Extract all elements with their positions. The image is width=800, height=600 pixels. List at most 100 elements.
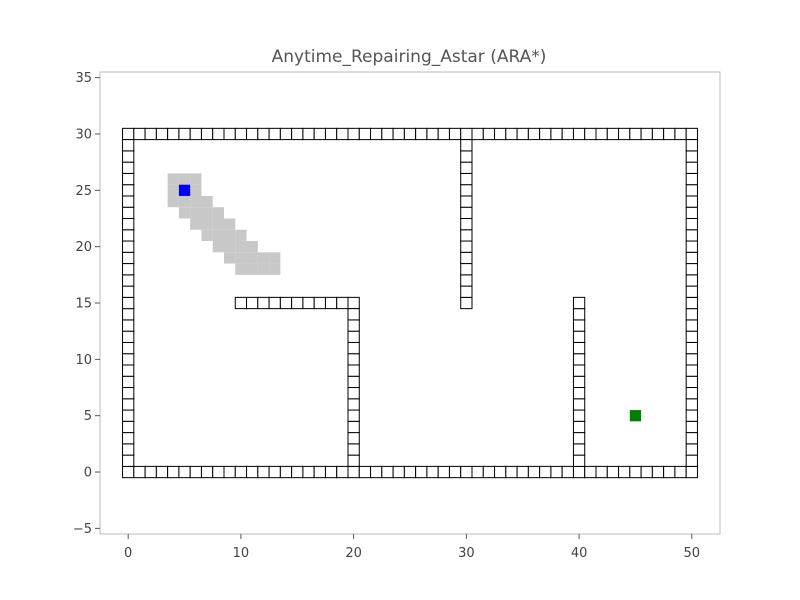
obstacle-cell [212, 127, 225, 141]
obstacle-cell [448, 127, 462, 141]
obstacle-cell [347, 353, 360, 366]
obstacle-cell [460, 150, 473, 163]
obstacle-cell [685, 319, 698, 332]
obstacle-cell [324, 465, 338, 479]
obstacle-cell [234, 127, 248, 141]
obstacle-cell [347, 387, 360, 400]
obstacle-cell [144, 465, 157, 479]
obstacle-cell [347, 341, 360, 355]
obstacle-cell [527, 127, 541, 141]
visited-cell [201, 207, 213, 219]
visited-cell [212, 207, 224, 219]
obstacle-cell [167, 127, 180, 141]
obstacle-cell [347, 330, 360, 343]
obstacle-cell [381, 465, 394, 479]
obstacle-cell [167, 465, 180, 479]
obstacle-cell [122, 353, 135, 366]
obstacle-cell [460, 161, 473, 174]
obstacle-cell [122, 150, 135, 163]
obstacle-cell [460, 206, 473, 219]
obstacle-cell [685, 274, 698, 287]
visited-cell [235, 229, 247, 242]
obstacle-cell [685, 443, 698, 456]
obstacle-cell [685, 195, 698, 208]
obstacle-cell [618, 127, 631, 141]
obstacle-cell [685, 139, 698, 152]
obstacle-cell [155, 127, 169, 141]
obstacle-cell [122, 308, 135, 321]
obstacle-cell [302, 127, 315, 141]
start-goal-markers [178, 184, 642, 422]
obstacle-cell [313, 465, 326, 479]
obstacle-cell [685, 285, 698, 298]
obstacle-cell [347, 409, 360, 422]
obstacle-cell [268, 127, 281, 141]
obstacle-cell [246, 127, 259, 141]
obstacle-cell [482, 465, 496, 479]
y-tick-label: 25 [75, 184, 92, 199]
obstacle-cell [460, 195, 473, 208]
obstacle-cell [685, 217, 698, 231]
obstacle-cell [539, 127, 552, 141]
obstacle-cell [572, 375, 586, 389]
obstacle-cell [291, 296, 304, 310]
visited-cell [212, 218, 224, 230]
obstacle-cell [685, 420, 698, 434]
obstacle-cell [347, 443, 360, 456]
obstacle-cell [122, 217, 135, 231]
obstacle-cell [629, 127, 642, 141]
obstacle-cell [674, 465, 687, 479]
obstacle-cell [572, 341, 586, 355]
visited-cell [269, 252, 281, 264]
obstacle-cell [313, 127, 326, 141]
obstacle-cell [685, 409, 698, 422]
visited-cell [224, 218, 236, 230]
obstacle-cell [539, 465, 552, 479]
obstacle-cell [178, 127, 191, 141]
obstacle-cell [685, 398, 698, 411]
obstacle-cell [178, 465, 191, 479]
obstacle-cell [122, 296, 135, 310]
obstacle-cell [460, 229, 473, 242]
obstacle-cell [572, 296, 586, 310]
obstacle-cell [505, 465, 518, 479]
obstacle-cell [223, 127, 236, 141]
obstacle-cell [460, 217, 473, 231]
obstacle-cell [685, 432, 698, 445]
y-tick-label: 0 [84, 466, 92, 481]
obstacle-cell [606, 127, 620, 141]
obstacle-cell [223, 465, 236, 479]
visited-cell [235, 241, 247, 253]
start-marker [178, 184, 191, 196]
obstacle-cell [279, 296, 293, 310]
x-tick-label: 10 [233, 546, 250, 561]
obstacle-cell [122, 206, 135, 219]
obstacle-cell [415, 127, 428, 141]
obstacle-cell [313, 296, 326, 310]
visited-cell [224, 241, 236, 253]
obstacle-cell [370, 127, 383, 141]
obstacle-cell [347, 296, 360, 310]
obstacle-cell [279, 127, 293, 141]
obstacle-cell [122, 319, 135, 332]
obstacle-cell [336, 127, 349, 141]
x-tick-label: 40 [571, 546, 588, 561]
y-tick-label: 15 [75, 297, 92, 312]
visited-cell [269, 263, 281, 275]
axes: 0 10 20 30 40 50 −5 0 5 10 15 20 25 30 35 [73, 71, 700, 561]
obstacle-cell [268, 465, 281, 479]
obstacle-cell [268, 296, 281, 310]
obstacle-cell [572, 432, 586, 445]
obstacle-cell [685, 375, 698, 389]
obstacle-cell [685, 127, 698, 141]
obstacle-cell [189, 465, 202, 479]
visited-cell [246, 252, 258, 264]
obstacle-cell [685, 341, 698, 355]
obstacle-cell [122, 229, 135, 242]
obstacle-cell [572, 127, 586, 141]
obstacle-cell [122, 387, 135, 400]
obstacle-cell [122, 240, 135, 253]
obstacle-cell [122, 330, 135, 343]
visited-cell [246, 241, 258, 253]
